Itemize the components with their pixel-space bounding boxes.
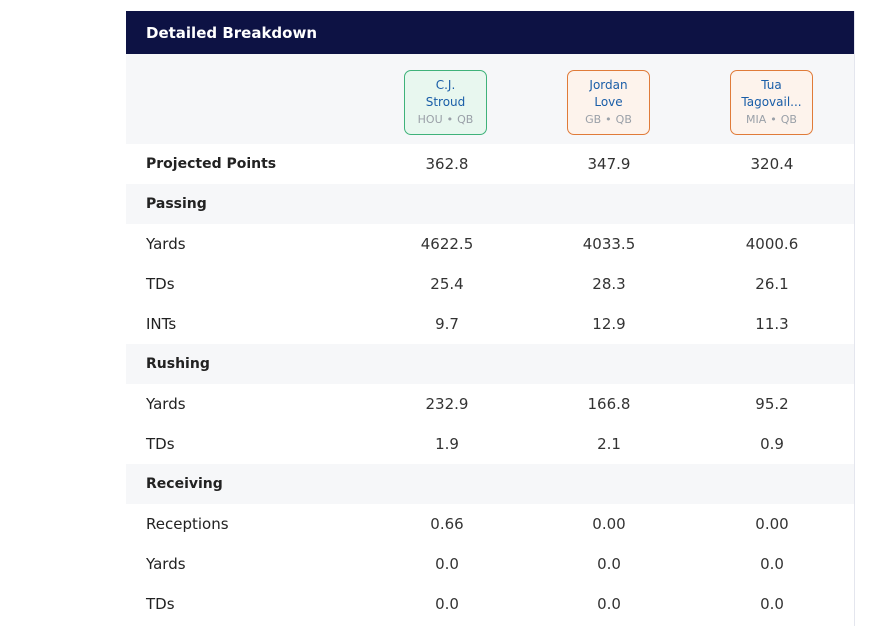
value-stroud: 0.0 [435, 555, 459, 573]
value-stroud: 0.66 [430, 515, 464, 533]
player-position: QB [780, 113, 797, 126]
value-love: 0.0 [597, 595, 621, 613]
meta-separator: • [446, 113, 454, 126]
value-tagovailoa: 0.0 [760, 555, 784, 573]
value-tagovailoa: 0.9 [760, 435, 784, 453]
value-love: 0.00 [592, 515, 626, 533]
row-passing-yards: Yards 4622.5 4033.5 4000.6 [126, 224, 854, 264]
row-label: Yards [146, 235, 186, 253]
row-receiving-receptions: Receptions 0.66 0.00 0.00 [126, 504, 854, 544]
meta-separator: • [605, 113, 612, 126]
player-team: GB [585, 113, 602, 126]
player-team: HOU [417, 113, 443, 126]
row-label: TDs [146, 435, 175, 453]
value-stroud: 4622.5 [420, 235, 474, 253]
value-stroud: 232.9 [425, 395, 469, 413]
value-stroud: 9.7 [435, 315, 459, 333]
value-love: 0.0 [597, 555, 621, 573]
value-stroud: 1.9 [435, 435, 459, 453]
player-meta: MIA • QB [746, 111, 797, 128]
value-stroud: 25.4 [430, 275, 464, 293]
row-label: INTs [146, 315, 177, 333]
row-label: Projected Points [146, 156, 277, 172]
player-name-line2: Love [594, 95, 623, 109]
value-tagovailoa: 0.0 [760, 595, 784, 613]
player-name-line1: Jordan [589, 78, 628, 92]
value-tagovailoa: 11.3 [755, 315, 789, 333]
value-love: 4033.5 [582, 235, 636, 253]
row-receiving-tds: TDs 0.0 0.0 0.0 [126, 584, 854, 624]
player-team: MIA [746, 113, 767, 126]
player-name-line1: C.J. [435, 78, 456, 92]
player-meta: GB • QB [585, 111, 632, 128]
row-rushing-yards: Yards 232.9 166.8 95.2 [126, 384, 854, 424]
section-header-passing: Passing [126, 184, 854, 224]
value-love: 12.9 [592, 315, 626, 333]
value-tagovailoa: 95.2 [755, 395, 789, 413]
player-position: QB [615, 113, 632, 126]
section-label: Receiving [146, 476, 223, 492]
player-card-love[interactable]: Jordan Love GB • QB [567, 70, 650, 135]
value-love: 166.8 [587, 395, 631, 413]
value-love: 347.9 [587, 155, 631, 173]
panel-title: Detailed Breakdown [146, 23, 318, 42]
section-header-receiving: Receiving [126, 464, 854, 504]
row-receiving-yards: Yards 0.0 0.0 0.0 [126, 544, 854, 584]
row-label: Receptions [146, 515, 229, 533]
player-position: QB [457, 113, 474, 126]
player-card-tagovailoa[interactable]: Tua Tagovail... MIA • QB [730, 70, 813, 135]
row-rushing-tds: TDs 1.9 2.1 0.9 [126, 424, 854, 464]
player-name-line1: Tua [761, 78, 782, 92]
value-tagovailoa: 26.1 [755, 275, 789, 293]
row-label: Yards [146, 395, 186, 413]
section-label: Rushing [146, 356, 210, 372]
player-meta: HOU • QB [418, 111, 474, 128]
player-card-stroud[interactable]: C.J. Stroud HOU • QB [404, 70, 487, 135]
row-label: TDs [146, 595, 175, 613]
row-passing-tds: TDs 25.4 28.3 26.1 [126, 264, 854, 304]
player-name-line2: Stroud [425, 95, 466, 109]
value-love: 28.3 [592, 275, 626, 293]
value-tagovailoa: 0.00 [755, 515, 789, 533]
value-stroud: 362.8 [425, 155, 469, 173]
meta-separator: • [770, 113, 777, 126]
section-label: Passing [146, 196, 207, 212]
value-tagovailoa: 320.4 [750, 155, 794, 173]
row-label: Yards [146, 555, 186, 573]
value-stroud: 0.0 [435, 595, 459, 613]
section-header-rushing: Rushing [126, 344, 854, 384]
detailed-breakdown-panel: Detailed Breakdown C.J. Stroud HOU • QB Jo… [126, 11, 855, 626]
value-love: 2.1 [597, 435, 621, 453]
row-projected-points: Projected Points 362.8 347.9 320.4 [126, 144, 854, 184]
row-label: TDs [146, 275, 175, 293]
row-passing-ints: INTs 9.7 12.9 11.3 [126, 304, 854, 344]
player-header-row: C.J. Stroud HOU • QB Jordan Love GB • QB Tua… [126, 54, 854, 144]
panel-header: Detailed Breakdown [126, 11, 854, 54]
value-tagovailoa: 4000.6 [745, 235, 799, 253]
player-name-line2: Tagovail... [741, 95, 802, 109]
